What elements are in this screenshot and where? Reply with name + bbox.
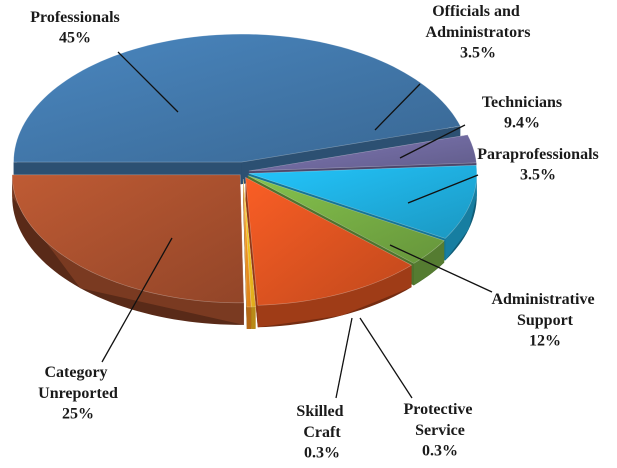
slice-label: Category Unreported — [38, 364, 118, 402]
slice-label: Skilled Craft — [296, 403, 347, 441]
slice-wall — [243, 178, 247, 329]
slice-label: Officials and Administrators — [426, 3, 531, 41]
leader-line — [374, 83, 421, 131]
value-label: 0.3% — [422, 443, 458, 460]
slice — [11, 174, 245, 304]
value-label: 45% — [59, 30, 91, 47]
leader-line — [389, 244, 493, 293]
value-label: 12% — [529, 333, 561, 350]
value-label: 25% — [62, 406, 94, 423]
value-label: 9.4% — [504, 115, 540, 132]
slice — [13, 33, 461, 163]
leader-line — [399, 124, 466, 159]
slice-rim — [246, 306, 252, 329]
slice — [247, 175, 445, 264]
slice-rim — [251, 306, 256, 329]
slice-label: Professionals — [30, 9, 119, 26]
slice-label: Protective Service — [404, 401, 477, 439]
value-label: 3.5% — [520, 167, 556, 184]
leader-line — [359, 317, 413, 399]
slice — [248, 134, 477, 172]
value-label: 0.3% — [304, 445, 340, 462]
slice-label: Technicians — [482, 94, 562, 111]
slice-wall — [245, 177, 258, 328]
leader-line — [117, 51, 179, 113]
slice-rim — [12, 174, 244, 325]
slice-label: Administrative Support — [491, 291, 598, 329]
slice — [245, 176, 413, 306]
leader-line — [335, 317, 353, 399]
slice — [243, 178, 256, 308]
leader-line — [101, 237, 173, 363]
slice-rim — [257, 265, 412, 328]
leader-line — [407, 174, 479, 204]
slice-rim — [445, 173, 477, 261]
slice-label: Paraprofessionals — [477, 146, 598, 163]
value-label: 3.5% — [460, 45, 496, 62]
slice — [242, 178, 252, 308]
